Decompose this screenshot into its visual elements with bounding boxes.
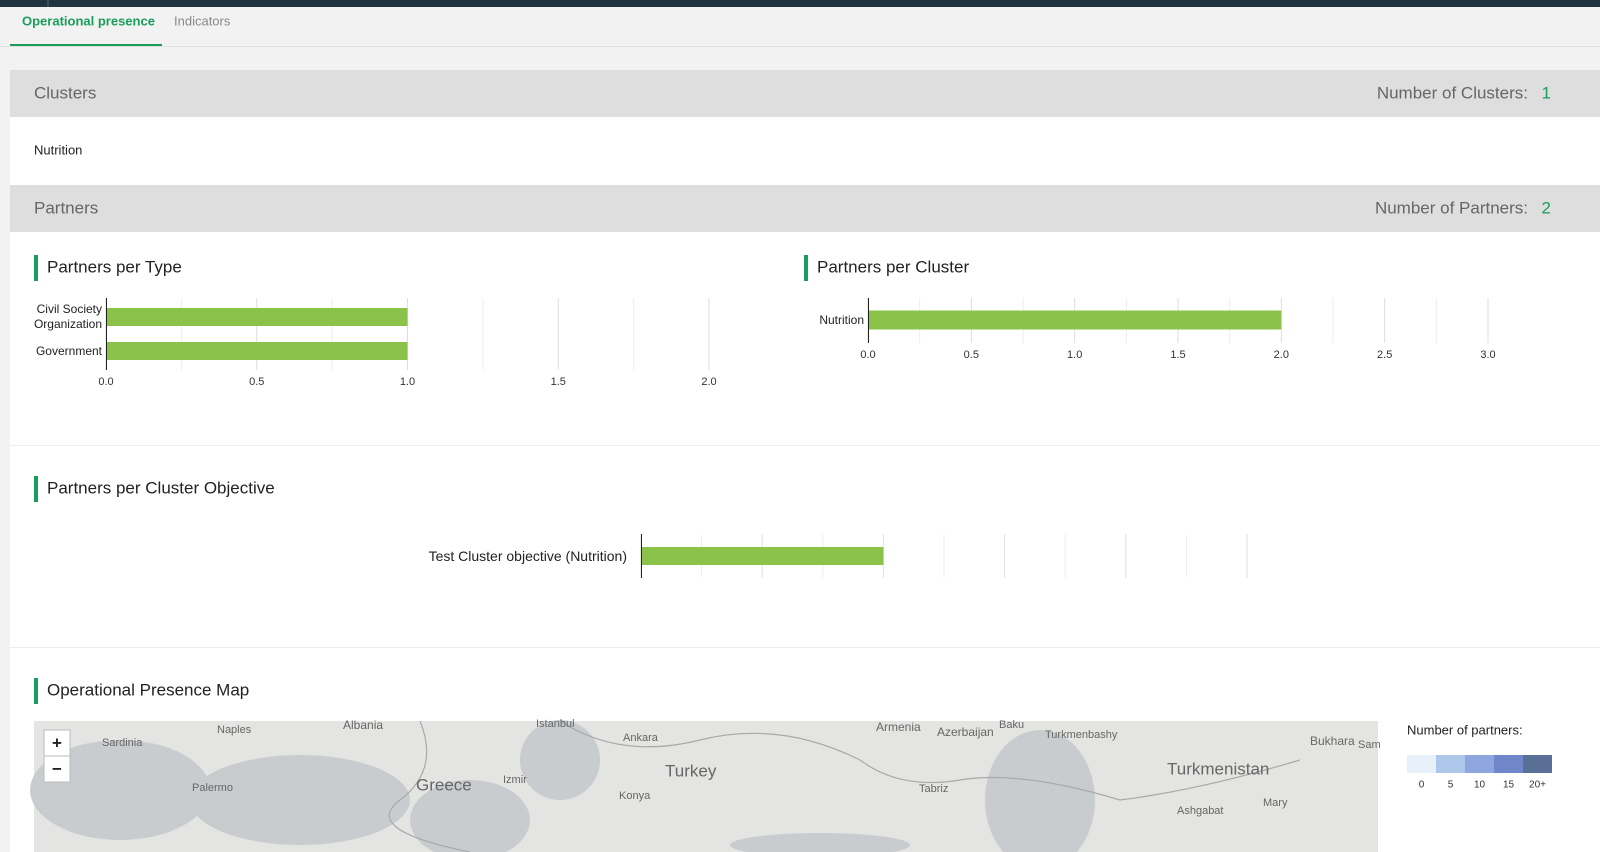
tab-underline [10, 44, 162, 46]
legend-swatch [1465, 755, 1494, 773]
legend-label: 10 [1474, 780, 1486, 791]
legend-swatch [1407, 755, 1436, 773]
x-tick-label: 1.0 [1067, 349, 1082, 361]
x-tick-label: 1.0 [400, 376, 415, 388]
section-title: Partners per Cluster Objective [47, 478, 275, 497]
map-label: Turkey [665, 761, 717, 780]
clusters-count: 1 [1542, 83, 1551, 102]
x-tick-label: 0.5 [249, 376, 264, 388]
zoom-button-label[interactable]: + [52, 733, 62, 752]
x-tick-label: 0.0 [98, 376, 113, 388]
map-border [559, 720, 1301, 801]
partners-count: 2 [1542, 198, 1551, 217]
map-water [985, 730, 1095, 852]
zoom-button-label[interactable]: − [52, 759, 62, 778]
map-label: Sam [1358, 739, 1381, 751]
x-tick-label: 1.5 [1170, 349, 1185, 361]
clusters-title: Clusters [34, 83, 96, 102]
tab[interactable]: Indicators [174, 13, 231, 28]
map-label: Armenia [876, 720, 921, 734]
bar [106, 308, 408, 326]
legend-label: 0 [1419, 780, 1425, 791]
section-title: Operational Presence Map [47, 680, 249, 699]
title-accent [34, 255, 38, 281]
x-tick-label: 2.0 [701, 376, 716, 388]
partners-count-label: Number of Partners: [1375, 198, 1528, 217]
map-label: Albania [343, 718, 383, 732]
map-label: Turkmenistan [1167, 759, 1269, 778]
map-label: Konya [619, 790, 651, 802]
map-label: Istanbul [536, 718, 575, 730]
legend-swatch [1436, 755, 1465, 773]
zoom-button[interactable] [43, 729, 71, 757]
section-title: Partners per Type [47, 257, 182, 276]
bar [106, 342, 408, 360]
map-label: Naples [217, 724, 252, 736]
bar [868, 310, 1282, 330]
title-accent [804, 255, 808, 281]
map-label: Greece [416, 775, 472, 794]
map-label: Baku [999, 719, 1024, 731]
x-tick-label: 0.5 [964, 349, 979, 361]
map-label: Sardinia [102, 737, 143, 749]
map-water [30, 740, 210, 840]
x-tick-label: 2.0 [1274, 349, 1289, 361]
x-tick-label: 2.5 [1377, 349, 1392, 361]
top-bar [0, 0, 1600, 7]
map-label: Ankara [623, 732, 659, 744]
clusters-count-label: Number of Clusters: [1377, 83, 1528, 102]
map-label: Izmir [503, 774, 527, 786]
map-label: Ashgabat [1177, 805, 1223, 817]
partners-header [10, 185, 1600, 232]
x-tick-label: 3.0 [1480, 349, 1495, 361]
map-water [520, 720, 600, 800]
title-accent [34, 678, 38, 704]
x-tick-label: 1.5 [551, 376, 566, 388]
x-tick-label: 0.0 [860, 349, 875, 361]
map-water [730, 833, 910, 852]
map-label: Tabriz [919, 783, 948, 795]
legend-label: 15 [1503, 780, 1515, 791]
map-label: Turkmenbashy [1045, 729, 1118, 741]
legend-label: 20+ [1529, 780, 1546, 791]
legend-swatch [1494, 755, 1523, 773]
map-border [388, 720, 471, 852]
map-label: Bukhara [1310, 734, 1355, 748]
map-water [410, 780, 530, 852]
map-label: Azerbaijan [937, 725, 994, 739]
legend-swatch [1523, 755, 1552, 773]
clusters-header [10, 70, 1600, 117]
cluster-item: Nutrition [34, 142, 82, 157]
y-tick-label: Government [35, 343, 102, 358]
map-label: Mary [1263, 797, 1288, 809]
bar [641, 547, 884, 565]
tab[interactable]: Operational presence [22, 13, 155, 28]
y-tick-label: Civil Society Organization [33, 302, 102, 331]
zoom-button[interactable] [43, 755, 71, 783]
legend-label: 5 [1448, 780, 1454, 791]
section-title: Partners per Cluster [817, 257, 969, 276]
partners-title: Partners [34, 198, 98, 217]
map-label: Palermo [192, 782, 233, 794]
map-water [190, 755, 410, 845]
y-tick-label: Nutrition [819, 312, 864, 327]
y-tick-label: Test Cluster objective (Nutrition) [428, 547, 627, 564]
legend-title: Number of partners: [1407, 722, 1523, 737]
title-accent [34, 476, 38, 502]
